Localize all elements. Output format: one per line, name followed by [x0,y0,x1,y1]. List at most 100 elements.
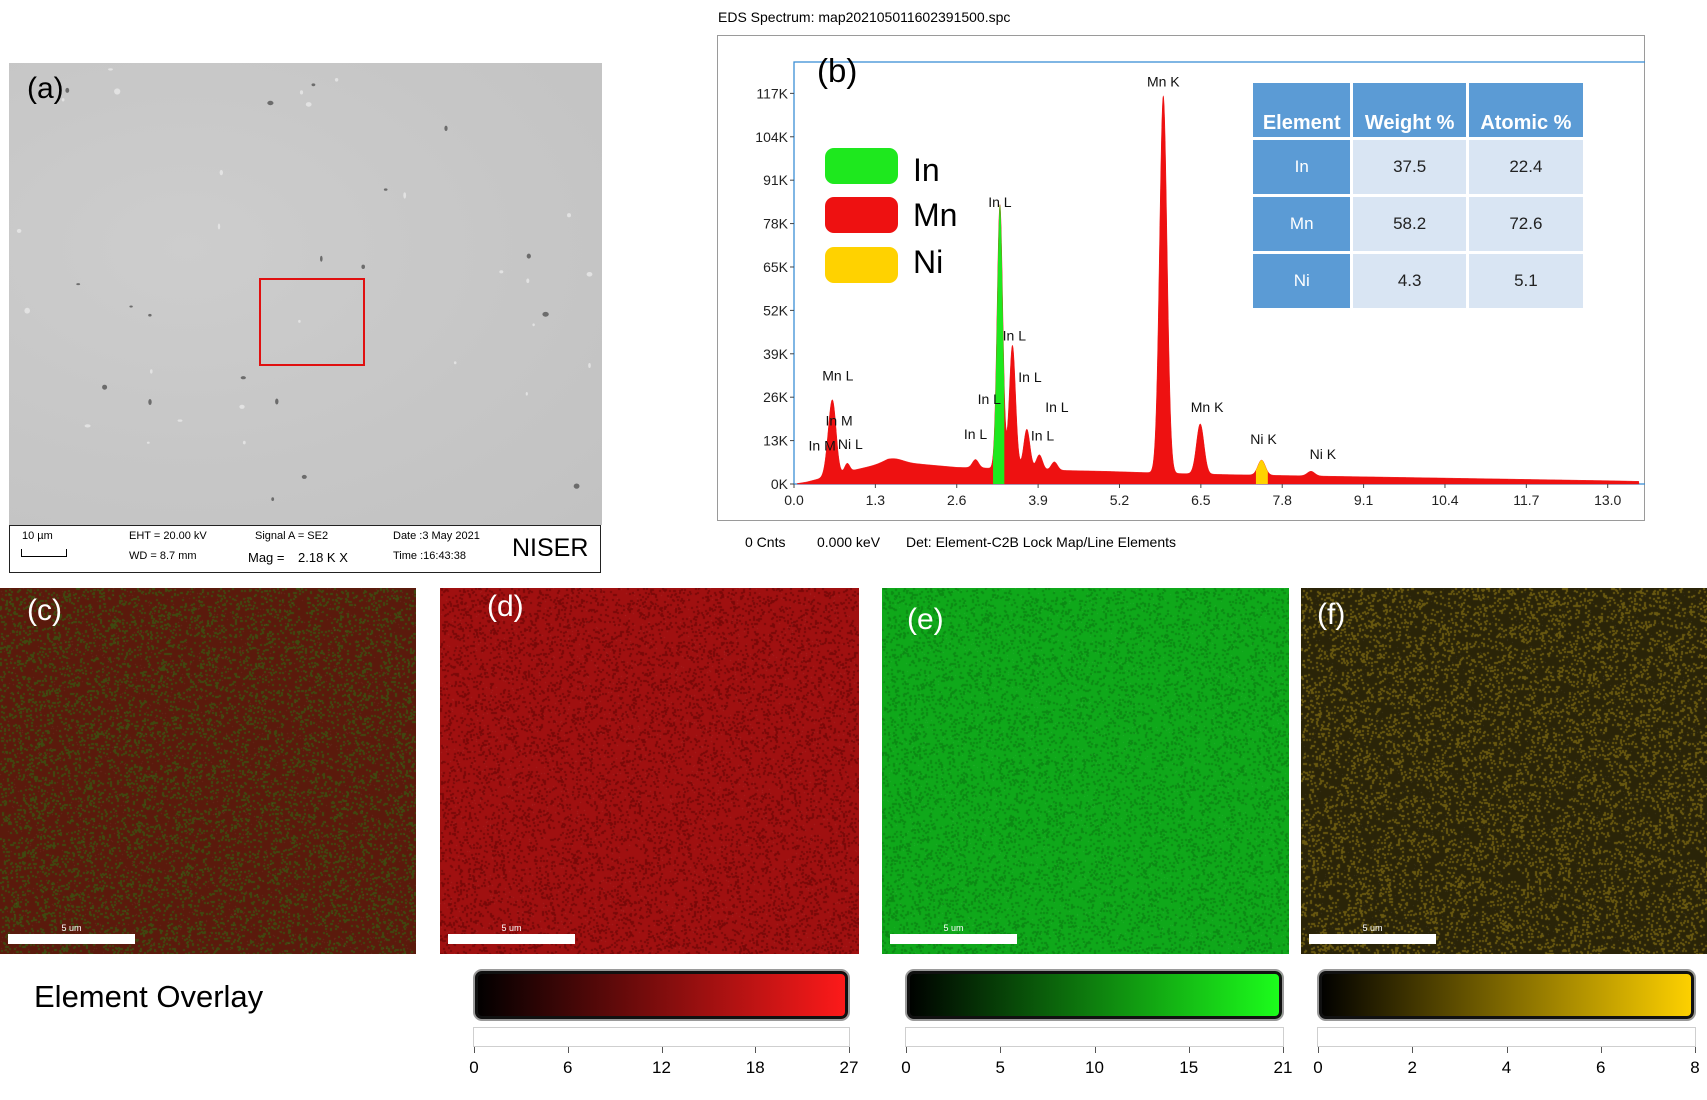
particle [146,441,150,444]
map-scale-label: 5 um [943,923,964,933]
legend-swatch-in [825,148,898,184]
particle [240,376,246,380]
table-cell: 58.2 [1353,197,1466,251]
particle [526,278,530,284]
sem-signal: Signal A = SE2 [255,530,329,542]
particle [148,313,152,317]
x-tick-label: 13.0 [1594,492,1621,508]
overlay-label: Element Overlay [34,979,264,1014]
peak-label: In L [1045,399,1069,415]
particle [61,98,65,102]
peak-label: In L [988,194,1012,210]
particle [148,399,152,405]
table-header-row: Element Weight % Atomic % [1253,83,1583,137]
table-cell: 37.5 [1353,140,1466,194]
particle [150,369,153,374]
sem-time: Time :16:43:38 [393,550,466,562]
particle [114,88,121,95]
map-noise [0,588,416,954]
map-noise [1301,588,1707,954]
colorbar-tick-label: 12 [652,1058,671,1077]
table-header: Atomic % [1468,83,1583,137]
peak-label: Ni K [1250,431,1277,447]
panel-label-c: (c) [27,594,62,627]
colorbar-tick [849,1047,850,1053]
peak-label: In L [964,426,988,442]
map-scale-label: 5 um [1362,923,1383,933]
footer-kev: 0.000 keV [817,534,881,550]
sem-institute: NISER [512,534,589,562]
particle [301,474,307,479]
colorbar-tick-label: 18 [745,1058,765,1077]
x-tick-label: 6.5 [1191,492,1211,508]
table-row: In 37.5 22.4 [1253,140,1583,194]
colorbar-tick [1188,1047,1190,1053]
particle [16,228,22,233]
legend-swatch-mn [825,197,898,233]
particle [219,169,223,176]
colorbar-tick-label: 15 [1179,1058,1199,1077]
colorbar-tick-label: 6 [1596,1058,1606,1077]
map-scale-bar [8,934,135,944]
sem-image [9,63,602,525]
colorbar-tick [1600,1047,1602,1053]
x-tick-label: 5.2 [1110,492,1130,508]
particle [217,223,221,230]
colorbar-tick [1000,1047,1002,1053]
particle [542,311,549,317]
table-cell: In [1253,140,1351,194]
table-cell: Ni [1253,254,1351,308]
composition-table: Element Weight % Atomic % In 37.5 22.4 M… [1250,80,1586,311]
x-tick-label: 7.8 [1272,492,1292,508]
particle [311,83,316,87]
particle [299,90,304,95]
in-map: 5 um [882,588,1289,954]
peak-label: Mn K [1147,74,1180,90]
selection-box [259,278,365,366]
map-scale-bar [448,934,575,944]
particle [532,323,535,327]
table-cell: 72.6 [1468,197,1583,251]
particle [271,497,275,501]
table-row: Mn 58.2 72.6 [1253,197,1583,251]
y-tick-label: 52K [763,302,789,318]
colorbar-tick [567,1047,569,1053]
legend-label-in: In [913,152,940,188]
table-row: Ni 4.3 5.1 [1253,254,1583,308]
colorbar-tick-label: 8 [1690,1058,1700,1077]
table-cell: 22.4 [1468,140,1583,194]
particle [453,361,457,365]
particle [320,255,323,262]
particle [102,384,108,390]
particle [334,78,339,82]
colorbar-tick-label: 0 [1313,1058,1323,1077]
map-scale-bar [1309,934,1436,944]
particle [84,424,91,428]
particle [383,188,388,191]
particle [177,419,183,422]
particle [305,102,312,107]
x-tick-label: 0.0 [784,492,804,508]
sem-wd: WD = 8.7 mm [129,550,197,562]
particle [275,398,279,405]
sem-info-bar: 10 µm EHT = 20.00 kV WD = 8.7 mm Signal … [9,525,601,573]
panel-label-a: (a) [27,72,64,105]
table-header: Element [1253,83,1351,137]
peak-label: In M [809,438,836,454]
y-tick-label: 39K [763,346,789,362]
particle [298,319,301,323]
panel-label-e: (e) [907,603,944,636]
x-tick-label: 2.6 [947,492,967,508]
x-tick-label: 10.4 [1431,492,1458,508]
colorbar-tick [1412,1047,1414,1053]
sem-particles [16,68,593,501]
colorbar-tick-label: 10 [1085,1058,1104,1077]
highlight-ni [1255,460,1268,484]
element-overlay-map: 5 um [0,588,416,954]
sem-mag-label: Mag = [248,550,285,565]
highlight-in [993,204,1005,484]
peak-label: Ni K [1310,446,1337,462]
colorbar-axis [473,1027,850,1047]
colorbar-axis [1317,1027,1696,1047]
particle [267,100,274,106]
